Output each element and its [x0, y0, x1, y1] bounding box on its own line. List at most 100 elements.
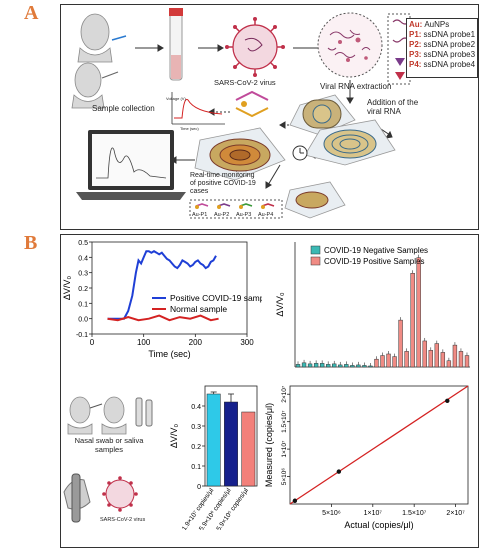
y-tick-label: -0.1	[76, 332, 88, 339]
legend-key: P3:	[409, 50, 422, 59]
fit-line	[289, 385, 469, 505]
bar	[356, 364, 361, 368]
bar	[313, 363, 319, 368]
bar	[458, 351, 464, 368]
y-axis-label: ΔV/V₀	[275, 292, 285, 317]
y-tick-label: 0.2	[78, 286, 88, 293]
bar	[301, 362, 307, 368]
y-tick-label: 0.3	[78, 271, 88, 278]
y-tick-label: 1×10⁷	[281, 440, 288, 458]
bar	[374, 358, 379, 368]
legend-key: Au:	[409, 20, 423, 29]
x-tick-label: 1×10⁷	[364, 510, 383, 517]
x-tick-label: 200	[189, 338, 203, 347]
y-tick-label: 0.3	[191, 424, 201, 431]
hand-tube-icon	[63, 473, 91, 523]
legend-swatch	[310, 256, 321, 266]
rna-extraction-icon	[317, 12, 383, 78]
laptop-icon	[76, 130, 186, 200]
bar	[368, 365, 373, 368]
legend-label: COVID-19 Negative Samples	[324, 246, 428, 255]
x-tick-label: 2×10⁷	[446, 510, 465, 517]
probe-label-2: Au-P2	[214, 212, 230, 218]
legend-row: P1: ssDNA probe1	[409, 30, 475, 40]
person-icon	[71, 13, 113, 109]
extraction-label: Viral RNA extraction	[320, 82, 392, 91]
calibration-scatter-chart: 5×10⁶ 1×10⁷ 1.5×10⁷ 2×10⁷ 5×10⁶ 1×10⁷ 1.5×10⁷ 2…	[264, 385, 469, 530]
probe-label-4: Au-P4	[258, 212, 274, 218]
legend-value: AuNPs	[424, 20, 450, 29]
clock-icon	[292, 145, 308, 161]
x-tick-label: 0	[90, 338, 95, 347]
legend-label: COVID-19 Positive Samples	[324, 257, 424, 266]
x-tick-label: 1.5×10⁷	[402, 510, 427, 517]
y-tick-label: 5×10⁶	[281, 468, 288, 486]
bar	[362, 365, 367, 368]
legend-value: ssDNA probe3	[423, 50, 476, 59]
y-tick-label: 0.2	[191, 444, 201, 451]
y-tick-label: 0	[197, 484, 201, 491]
bar	[446, 360, 452, 368]
mini-voltage-axis: Voltage (V)	[166, 96, 186, 101]
bar	[440, 352, 446, 368]
bar	[241, 411, 256, 487]
y-tick-label: 0.4	[78, 255, 88, 262]
data-point	[445, 398, 450, 404]
bar	[398, 319, 403, 368]
legend-value: ssDNA probe4	[423, 60, 476, 69]
bar	[422, 340, 427, 368]
plot-frame	[289, 385, 469, 505]
legend-swatch	[310, 245, 321, 255]
y-tick-label: 2×10⁷	[281, 385, 288, 403]
x-axis-label: Time (sec)	[148, 349, 190, 359]
panel-a-letter: A	[24, 2, 39, 24]
y-axis-label: ΔV/V₀	[62, 276, 72, 301]
probe-label-3: Au-P3	[236, 212, 252, 218]
virus-small-label: SARS-CoV-2 virus	[100, 517, 146, 523]
bar	[404, 351, 409, 368]
virus-label: SARS-CoV-2 virus	[214, 78, 276, 87]
series-line-2	[107, 314, 219, 322]
bar	[386, 353, 391, 368]
legend-value: ssDNA probe1	[423, 30, 476, 39]
virus-small-icon	[102, 476, 138, 512]
legend-value: ssDNA probe2	[423, 40, 476, 49]
category-label: 5.9×10⁶ copies/μl	[198, 487, 233, 530]
bar	[410, 273, 415, 368]
y-axis-label: Measured (copies/μl)	[264, 403, 274, 487]
legend-row: P4: ssDNA probe4	[409, 60, 475, 70]
legend-label: Positive COVID-19 sample	[170, 293, 262, 303]
legend-row: P3: ssDNA probe3	[409, 50, 475, 60]
panel-a-illustration	[71, 8, 411, 219]
mini-time-axis: Time (sec)	[180, 126, 199, 131]
legend-key: P4:	[409, 60, 422, 69]
virus-icon	[225, 17, 285, 77]
y-tick-label: 1.5×10⁷	[281, 410, 288, 433]
y-tick-label: 0.5	[78, 240, 88, 247]
bar	[206, 393, 221, 487]
bar	[319, 363, 325, 368]
y-axis-label: ΔV/V₀	[169, 424, 179, 449]
line-chart: 0 100 200 300 -0.1 0.0 0.1 0.2 0.3 0.4 0.5 Time (se…	[62, 240, 262, 359]
bar	[452, 344, 458, 368]
x-tick-label: 100	[137, 338, 151, 347]
nasal-swab-label: Nasal swab or saliva samples	[74, 436, 144, 454]
bar	[224, 401, 238, 487]
x-axis-label: Actual (copies/μl)	[344, 520, 413, 530]
category-label: 1.9×10⁷ copies/μl	[181, 487, 216, 530]
tube-icon	[135, 397, 153, 427]
x-tick-label: 5×10⁶	[322, 510, 341, 517]
sample-bar-chart: ΔV/V₀ COVID-19 Negative Samples COVID-19 P…	[275, 242, 470, 368]
bar	[344, 364, 349, 368]
y-tick-label: 0.0	[78, 317, 88, 324]
legend-label: Normal sample	[170, 304, 227, 314]
x-tick-label: 300	[240, 338, 254, 347]
legend-key: P2:	[409, 40, 422, 49]
probe-label-1: Au-P1	[192, 212, 208, 218]
bar	[392, 356, 397, 368]
bar	[326, 364, 331, 368]
panel-b-letter: B	[24, 232, 38, 254]
bar	[416, 257, 421, 368]
series-line-1	[107, 250, 217, 320]
sampling-illustration	[63, 396, 153, 523]
